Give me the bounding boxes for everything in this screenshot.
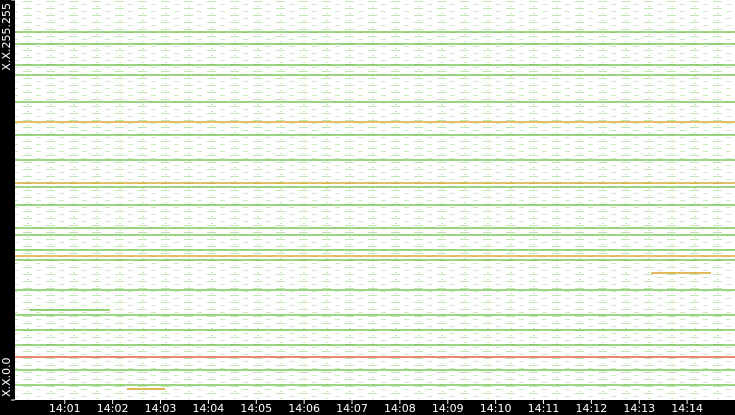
x-tick-label: 14:05 (240, 402, 272, 415)
x-tick-label: 14:06 (288, 402, 320, 415)
x-axis-bar (0, 400, 735, 415)
x-tick-label: 14:14 (671, 402, 703, 415)
texture (15, 0, 735, 400)
x-tick-label: 14:10 (480, 402, 512, 415)
y-tick-label: X.X.0.0 (0, 357, 13, 397)
x-tick-label: 14:07 (336, 402, 368, 415)
y-tick-label: X.X.255.255 (0, 3, 13, 71)
x-tick-label: 14:01 (49, 402, 81, 415)
x-tick-label: 14:02 (97, 402, 129, 415)
x-tick-label: 14:12 (576, 402, 608, 415)
x-tick-label: 14:09 (432, 402, 464, 415)
x-tick-label: 14:13 (623, 402, 655, 415)
x-tick-label: 14:08 (384, 402, 416, 415)
x-tick-label: 14:11 (528, 402, 560, 415)
x-tick-label: 14:04 (193, 402, 225, 415)
x-tick-label: 14:03 (145, 402, 177, 415)
y-axis-bar (0, 0, 15, 415)
